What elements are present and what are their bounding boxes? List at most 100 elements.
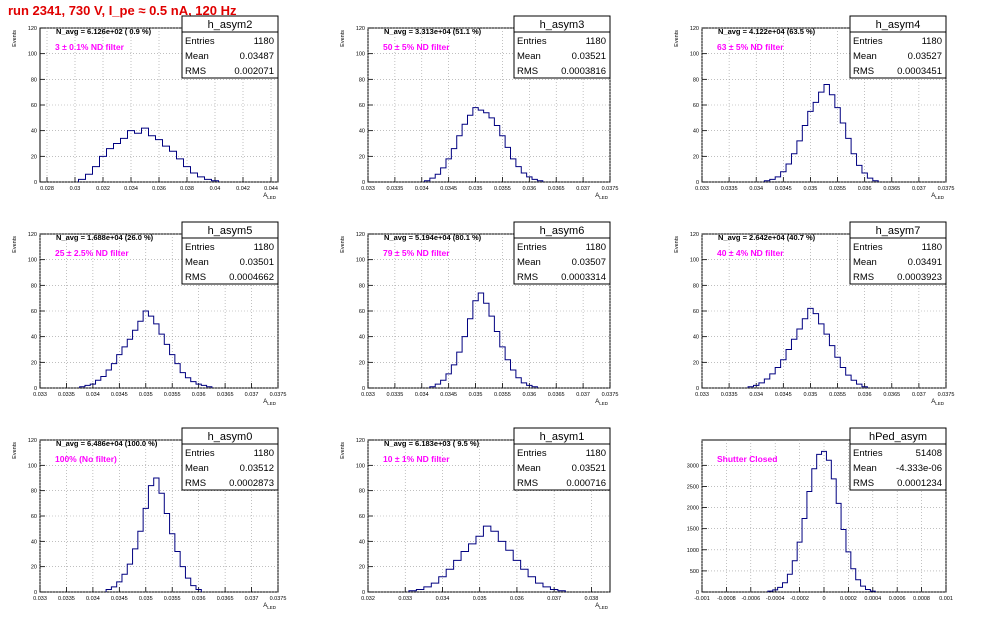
filter-annotation: 79 ± 5% ND filter (383, 248, 450, 258)
stats-label-rms: RMS (185, 66, 206, 77)
y-tick-label: 120 (28, 26, 37, 32)
stats-label-rms: RMS (517, 66, 538, 77)
stats-box (849, 15, 947, 79)
stats-value-entries: 1180 (254, 448, 274, 459)
stats-value-mean: 0.03527 (908, 51, 942, 62)
x-tick-label: 0.0355 (829, 186, 846, 192)
x-tick-label: 0.0355 (494, 186, 511, 192)
y-tick-label: 0 (34, 590, 37, 596)
y-tick-label: 120 (356, 26, 365, 32)
y-tick-label: 2500 (687, 484, 699, 490)
y-tick-label: 80 (31, 77, 37, 83)
x-tick-label: 0.0365 (217, 596, 234, 602)
x-axis-label: ALED (931, 193, 945, 200)
stats-value-rms: 0.0003314 (561, 272, 606, 283)
x-tick-label: 0.036 (510, 596, 524, 602)
y-tick-label: 40 (31, 335, 37, 341)
x-tick-label: 0.0335 (721, 392, 738, 398)
x-tick-label: 0.034 (415, 392, 429, 398)
stats-title: h_asym6 (540, 225, 585, 237)
y-tick-label: 0 (362, 386, 365, 392)
y-tick-label: 0 (696, 180, 699, 186)
x-tick-label: 0.033 (361, 186, 375, 192)
y-tick-label: 20 (359, 154, 365, 160)
stats-value-rms: 0.002071 (234, 66, 274, 77)
stats-box (849, 221, 947, 285)
histogram-line (105, 477, 202, 592)
x-tick-label: 0.036 (858, 186, 872, 192)
x-tick-label: 0.034 (415, 186, 429, 192)
histogram-panel-h_asym4: 0.033 0.0335 0.034 0.0345 0.035 0.0355 0.036 0.… (674, 15, 954, 200)
x-tick-label: 0.0375 (270, 596, 287, 602)
stats-value-mean: 0.03521 (572, 463, 606, 474)
y-tick-label: 60 (359, 514, 365, 520)
x-axis-label: ALED (931, 399, 945, 406)
histogram-panel-h_asym6: 0.033 0.0335 0.034 0.0345 0.035 0.0355 0.036 0.… (340, 221, 618, 406)
histogram-panel-h_asym5: 0.033 0.0335 0.034 0.0345 0.035 0.0355 0.036 0.… (12, 221, 286, 406)
histogram-line (429, 292, 538, 388)
stats-box (849, 427, 947, 491)
y-axis-label: Events (12, 236, 18, 253)
y-tick-label: 80 (693, 77, 699, 83)
stats-label-mean: Mean (517, 257, 541, 268)
histogram-line (408, 525, 566, 592)
y-tick-label: 100 (356, 258, 365, 264)
y-tick-label: 120 (28, 232, 37, 238)
y-tick-label: 20 (31, 565, 37, 571)
y-axis-label: Events (340, 236, 346, 253)
y-tick-label: 0 (696, 590, 699, 596)
x-tick-label: 0.037 (245, 392, 259, 398)
stats-label-entries: Entries (185, 242, 215, 253)
x-axis-label: ALED (263, 603, 277, 610)
x-tick-label: 0.035 (804, 186, 818, 192)
stats-label-entries: Entries (853, 448, 883, 459)
stats-title: h_asym5 (208, 225, 253, 237)
n-avg-label: N_avg = 6.486e+04 (100.0 %) (56, 439, 158, 448)
x-tick-label: 0.038 (180, 186, 194, 192)
x-tick-label: 0.034 (86, 392, 100, 398)
filter-annotation: Shutter Closed (717, 454, 777, 464)
x-axis-label: ALED (263, 193, 277, 200)
stats-value-entries: 1180 (586, 36, 606, 47)
x-tick-label: 0.0335 (58, 596, 75, 602)
stats-box (513, 221, 611, 285)
y-tick-label: 20 (359, 360, 365, 366)
stats-title: h_asym7 (876, 225, 921, 237)
x-tick-label: 0.0345 (111, 596, 128, 602)
stats-value-entries: 1180 (254, 242, 274, 253)
x-tick-label: 0.0365 (883, 392, 900, 398)
stats-value-mean: 0.03501 (240, 257, 274, 268)
x-tick-label: 0.036 (152, 186, 166, 192)
x-tick-label: 0.0345 (111, 392, 128, 398)
x-tick-label: 0.032 (361, 596, 375, 602)
stats-label-rms: RMS (185, 478, 206, 489)
x-tick-label: 0.0365 (883, 186, 900, 192)
y-tick-label: 100 (28, 258, 37, 264)
y-tick-label: 40 (359, 129, 365, 135)
y-tick-label: 80 (31, 489, 37, 495)
histogram-line (747, 307, 868, 388)
y-tick-label: 60 (31, 514, 37, 520)
x-tick-label: 0.033 (398, 596, 412, 602)
x-tick-label: 0.037 (245, 596, 259, 602)
stats-title: h_asym0 (208, 431, 253, 443)
stats-title: h_asym1 (540, 431, 585, 443)
y-axis-label: Events (340, 30, 346, 47)
y-axis-label: Events (674, 236, 680, 253)
stats-box (181, 221, 279, 285)
x-tick-label: 0.037 (912, 186, 926, 192)
x-tick-label: 0.001 (939, 596, 953, 602)
x-tick-label: 0.036 (522, 392, 536, 398)
y-tick-label: 120 (356, 232, 365, 238)
stats-box (181, 15, 279, 79)
page-title: run 2341, 730 V, I_pe ≈ 0.5 nA, 120 Hz (8, 3, 237, 18)
x-tick-label: 0.0365 (548, 186, 565, 192)
y-tick-label: 100 (356, 52, 365, 58)
y-tick-label: 2000 (687, 506, 699, 512)
y-tick-label: 500 (690, 569, 699, 575)
x-tick-label: 0.0355 (164, 596, 181, 602)
y-tick-label: 120 (28, 438, 37, 444)
x-tick-label: -0.0008 (717, 596, 736, 602)
x-tick-label: 0.03 (70, 186, 81, 192)
